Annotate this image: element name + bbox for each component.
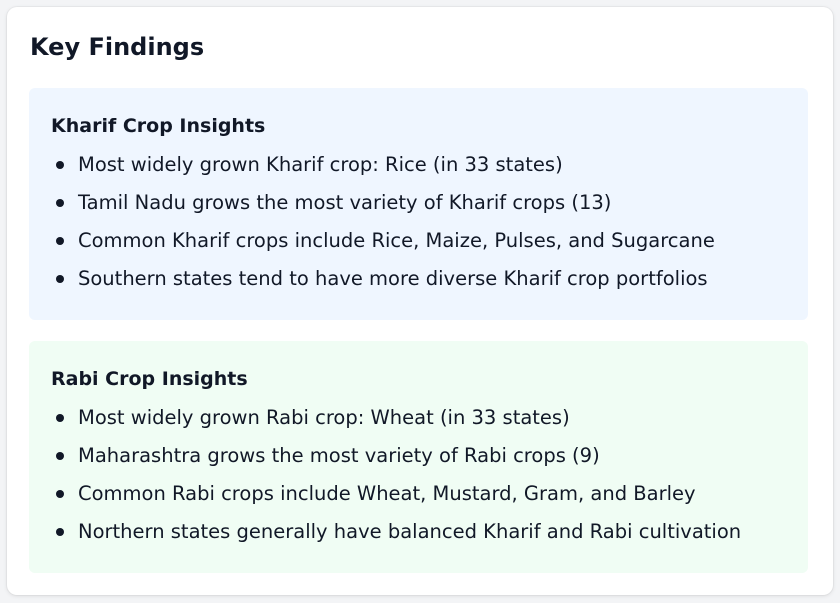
bullet-icon bbox=[56, 414, 64, 422]
list-item: Most widely grown Kharif crop: Rice (in … bbox=[51, 146, 788, 184]
bullet-icon bbox=[56, 199, 64, 207]
list-item: Northern states generally have balanced … bbox=[51, 513, 788, 551]
list-item-text: Tamil Nadu grows the most variety of Kha… bbox=[78, 191, 612, 214]
list-item-text: Common Kharif crops include Rice, Maize,… bbox=[78, 229, 715, 252]
bullet-icon bbox=[56, 452, 64, 460]
bullet-icon bbox=[56, 490, 64, 498]
list-item-text: Common Rabi crops include Wheat, Mustard… bbox=[78, 482, 696, 505]
list-item-text: Most widely grown Rabi crop: Wheat (in 3… bbox=[78, 406, 570, 429]
list-item: Most widely grown Rabi crop: Wheat (in 3… bbox=[51, 399, 788, 437]
bullet-icon bbox=[56, 528, 64, 536]
list-item: Common Kharif crops include Rice, Maize,… bbox=[51, 222, 788, 260]
list-item: Common Rabi crops include Wheat, Mustard… bbox=[51, 475, 788, 513]
list-item: Tamil Nadu grows the most variety of Kha… bbox=[51, 184, 788, 222]
kharif-insights-list: Most widely grown Kharif crop: Rice (in … bbox=[51, 146, 788, 298]
list-item-text: Maharashtra grows the most variety of Ra… bbox=[78, 444, 600, 467]
kharif-insights-heading: Kharif Crop Insights bbox=[51, 115, 266, 137]
list-item: Southern states tend to have more divers… bbox=[51, 260, 788, 298]
bullet-icon bbox=[56, 161, 64, 169]
page-title: Key Findings bbox=[30, 33, 205, 61]
rabi-insights-panel: Rabi Crop Insights Most widely grown Rab… bbox=[29, 341, 808, 573]
kharif-insights-panel: Kharif Crop Insights Most widely grown K… bbox=[29, 88, 808, 320]
list-item: Maharashtra grows the most variety of Ra… bbox=[51, 437, 788, 475]
list-item-text: Northern states generally have balanced … bbox=[78, 520, 742, 543]
list-item-text: Most widely grown Kharif crop: Rice (in … bbox=[78, 153, 563, 176]
key-findings-card: Key Findings Kharif Crop Insights Most w… bbox=[7, 7, 833, 595]
bullet-icon bbox=[56, 237, 64, 245]
list-item-text: Southern states tend to have more divers… bbox=[78, 267, 708, 290]
rabi-insights-list: Most widely grown Rabi crop: Wheat (in 3… bbox=[51, 399, 788, 551]
rabi-insights-heading: Rabi Crop Insights bbox=[51, 368, 248, 390]
bullet-icon bbox=[56, 275, 64, 283]
